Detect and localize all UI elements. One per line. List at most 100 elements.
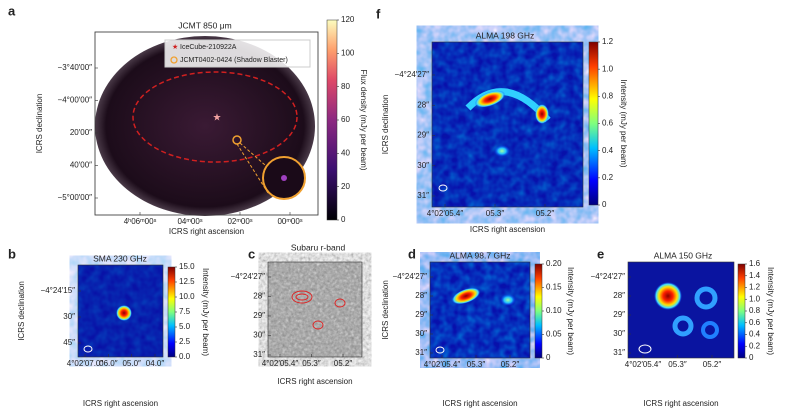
colorbar-tick-label: 12.5 [179,277,195,286]
panel-title: ALMA 150 GHz [654,250,713,260]
colorbar [534,263,543,359]
colorbar-tick-label: 2.5 [179,337,191,346]
y-tick-label: −4°24′27″ [393,272,428,281]
x-tick-label: 4ʰ06ᵐ00ˢ [124,217,157,226]
x-axis-label: ICRS right ascension [442,399,517,408]
y-tick-label: −4°00′00″ [58,96,93,105]
source [701,321,719,339]
y-axis-label: ICRS declination [381,95,390,155]
x-tick-label: 05.3″ [467,360,486,369]
colorbar-tick-label: 0 [546,353,551,362]
colorbar-tick-label: 1.0 [749,294,761,303]
legend-marker [170,56,178,64]
y-tick-label: 45″ [63,338,75,347]
y-tick-label: 30″ [63,312,75,321]
x-tick-label: 05.2″ [536,209,555,218]
image-border [94,31,319,216]
y-axis-label: ICRS declination [17,281,26,341]
x-axis-label: ICRS right ascension [470,225,545,234]
colorbar-tick-label: 80 [341,82,350,91]
y-tick-label: 20′00″ [70,128,92,137]
flux-map [95,36,315,216]
x-tick-label: 02ᵐ00ˢ [227,217,252,226]
colorbar-label: Intensity (mJy per beam) [566,267,575,355]
image-border [429,261,531,359]
image-border [431,41,584,208]
source [535,104,549,124]
colorbar-tick-label: 0.2 [749,341,761,350]
y-tick-label: 28″ [417,100,429,109]
x-tick-label: 05.2″ [703,360,722,369]
colorbar-tick-label: 0 [341,215,346,224]
y-tick-label: 30″ [417,161,429,170]
images: ★ ★ [78,31,734,358]
x-tick-label: 05.2″ [334,359,353,368]
y-tick-label: −4°24′27″ [395,70,430,79]
beam [638,344,652,354]
zoom-line [239,142,266,166]
x-axis-label: ICRS right ascension [643,399,718,408]
zoom-source [281,175,287,181]
colorbar-tick-label: 100 [341,48,355,57]
x-tick-label: 4°02′05.4″ [262,359,299,368]
colorbar-tick-label: 0.6 [602,119,614,128]
colorbar [737,263,746,359]
panel-label: b [8,246,16,261]
colorbar-tick-label: 0.8 [749,306,761,315]
y-tick-label: 29″ [613,310,625,319]
x-tick-label: 05.0″ [122,359,141,368]
y-tick-label: −3°40′00″ [58,63,93,72]
colorbar-tick-label: 1.0 [602,64,614,73]
colorbar-tick-label: 0.15 [546,283,562,292]
panel-label: f [376,6,381,21]
error-ellipse [132,71,298,163]
x-tick-label: 05.3″ [486,209,505,218]
y-tick-label: 28″ [253,292,265,301]
y-tick-label: 30″ [613,329,625,338]
colorbar-tick-label: 15.0 [179,262,195,271]
panel-label: e [597,246,604,261]
colorbar-tick-label: 0.4 [749,330,761,339]
x-tick-label: 4°02′05.4″ [427,209,464,218]
x-tick-label: 04ᵐ00ˢ [177,217,202,226]
source [494,145,510,157]
colorbar-tick-label: 0.4 [602,146,614,155]
colorbar-label: Intensity (mJy per beam) [619,79,628,167]
colorbar [588,41,599,206]
source [672,315,694,337]
colorbar-label: Intensity (mJy per beam) [766,267,775,355]
y-tick-label: 31″ [613,348,625,357]
y-tick-label: 30″ [415,329,427,338]
y-tick-label: 31″ [417,191,429,200]
y-tick-label: 31″ [253,350,265,359]
source [116,305,132,321]
colorbar-tick-label: 1.4 [749,271,761,280]
image-border [77,264,164,358]
intensity-map [628,262,734,358]
y-tick-label: 31″ [415,348,427,357]
x-axis-label: ICRS right ascension [277,377,352,386]
colorbar-tick-label: 0 [602,200,607,209]
x-tick-label: 05.3″ [668,360,687,369]
colorbar-tick-label: 1.2 [602,37,614,46]
colorbar-tick-label: 0.2 [602,173,614,182]
colorbar-tick-label: 0 [749,353,754,362]
source [474,90,506,108]
colorbar-label: Intensity (mJy per beam) [201,268,210,356]
source [654,282,682,310]
colorbar-label: Flux density (mJy per beam) [359,70,368,171]
contours [291,290,346,330]
panel-title: ALMA 198 GHz [476,30,535,40]
x-tick-label: 05.2″ [501,360,520,369]
panel-label: d [408,246,416,261]
source [500,294,516,306]
colorbar-tick-label: 0.0 [179,352,191,361]
colorbar-tick-label: 40 [341,148,350,157]
beam [435,346,445,354]
y-tick-label: 28″ [613,291,625,300]
y-tick-label: −5°00′00″ [58,193,93,202]
y-axis-label: ICRS declination [381,280,390,340]
panel-title: Subaru r-band [291,242,346,252]
colorbar-tick-label: 7.5 [179,307,191,316]
